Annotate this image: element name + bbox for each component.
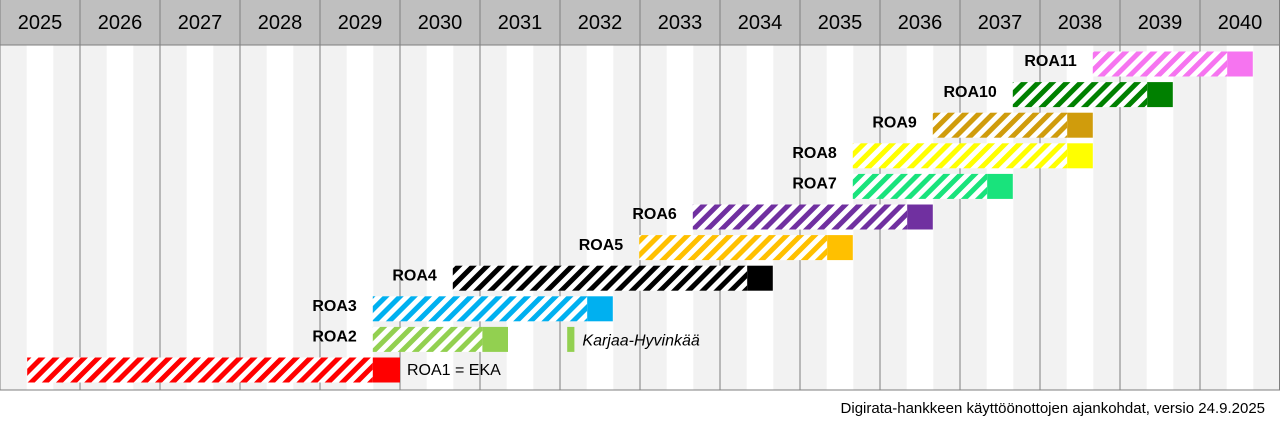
x-tick-label: 2029 <box>338 12 383 34</box>
bar-label: ROA1 = EKA <box>407 362 501 379</box>
x-tick-label: 2033 <box>658 12 703 34</box>
hatched-bar <box>852 173 988 199</box>
footnote: Digirata-hankkeen käyttöönottojen ajanko… <box>841 400 1265 417</box>
hatched-bar <box>27 357 373 383</box>
marker-label: Karjaa-Hyvinkää <box>582 333 699 350</box>
background-stripe <box>586 45 614 390</box>
x-tick-label: 2035 <box>818 12 863 34</box>
x-tick-label: 2036 <box>898 12 943 34</box>
background-stripe <box>186 45 214 390</box>
hatched-bar <box>372 326 483 352</box>
background-stripe <box>506 45 534 390</box>
x-tick-label: 2034 <box>738 12 783 34</box>
background-stripe <box>346 45 374 390</box>
deployment-bar <box>587 296 613 322</box>
bar-label: ROA2 <box>312 329 357 346</box>
hatched-bar <box>639 235 828 261</box>
bar-label: ROA11 <box>1024 53 1077 70</box>
x-tick-label: 2038 <box>1058 12 1103 34</box>
bar-label: ROA8 <box>792 145 837 162</box>
bar-label: ROA5 <box>579 237 624 254</box>
x-tick-label: 2027 <box>178 12 223 34</box>
background-stripe <box>1226 45 1254 390</box>
x-tick-label: 2032 <box>578 12 623 34</box>
background-stripe <box>26 45 54 390</box>
x-tick-label: 2040 <box>1218 12 1263 34</box>
hatched-bar <box>452 265 748 291</box>
bar-label: ROA6 <box>632 206 677 223</box>
bar-label: ROA7 <box>792 176 837 193</box>
hatched-bar <box>852 143 1068 169</box>
deployment-bar <box>1147 82 1173 108</box>
hatched-bar <box>1092 51 1228 77</box>
marker-bar <box>567 326 575 352</box>
x-tick-label: 2037 <box>978 12 1023 34</box>
deployment-bar <box>482 326 508 352</box>
x-tick-label: 2026 <box>98 12 143 34</box>
deployment-bar <box>987 173 1013 199</box>
deployment-bar <box>747 265 773 291</box>
bar-label: ROA9 <box>872 114 917 131</box>
x-tick-label: 2028 <box>258 12 303 34</box>
x-tick-label: 2031 <box>498 12 543 34</box>
hatched-bar <box>1012 82 1148 108</box>
x-tick-label: 2030 <box>418 12 463 34</box>
background-stripe <box>666 45 694 390</box>
hatched-bar <box>372 296 588 322</box>
background-stripe <box>266 45 294 390</box>
deployment-bar <box>1067 143 1093 169</box>
deployment-bar <box>907 204 933 230</box>
deployment-bar <box>827 235 853 261</box>
x-tick-label: 2025 <box>18 12 63 34</box>
deployment-bar <box>1227 51 1253 77</box>
background-stripe <box>986 45 1014 390</box>
deployment-bar <box>372 357 400 383</box>
bar-label: ROA4 <box>392 267 437 284</box>
bar-label: ROA10 <box>943 84 996 101</box>
bar-label: ROA3 <box>312 298 357 315</box>
background-stripe <box>106 45 134 390</box>
deployment-bar <box>1067 112 1093 138</box>
hatched-bar <box>932 112 1068 138</box>
hatched-bar <box>692 204 908 230</box>
x-tick-label: 2039 <box>1138 12 1183 34</box>
